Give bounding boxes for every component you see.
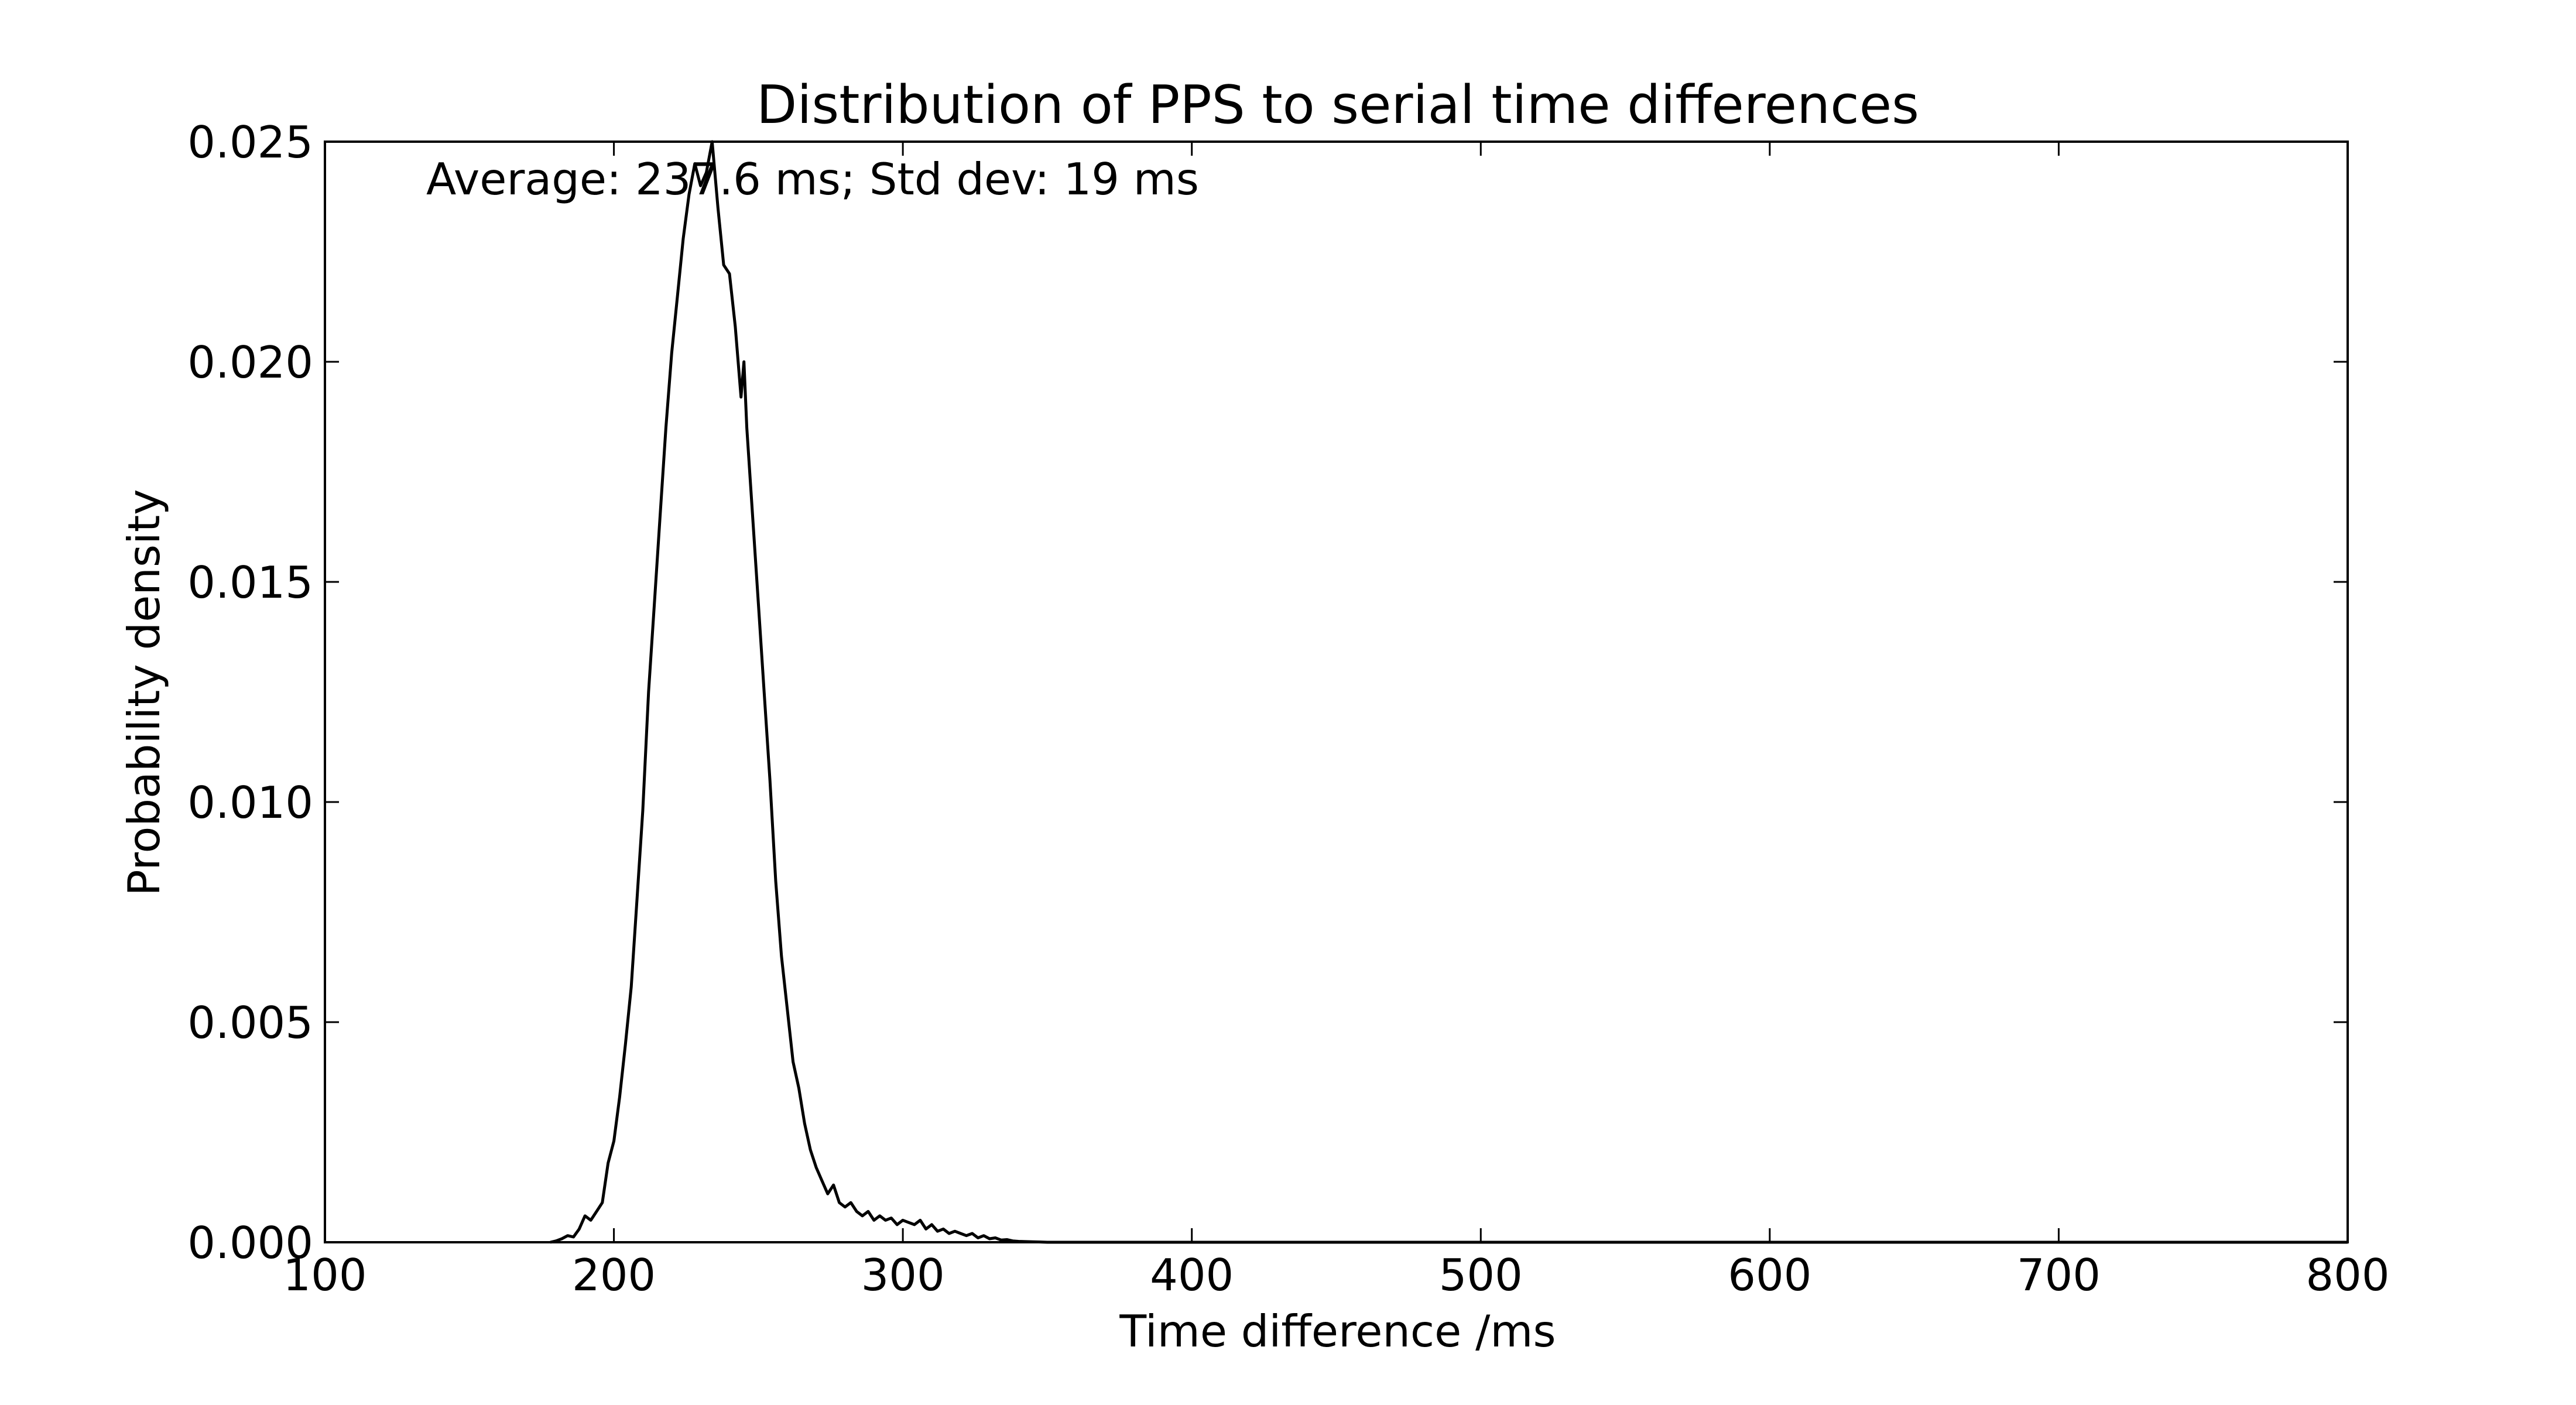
x-tick-label: 500: [1439, 1249, 1523, 1301]
plot-frame: [324, 140, 2349, 1243]
y-tick-label: 0.000: [187, 1217, 313, 1269]
x-tick-label: 700: [2017, 1249, 2101, 1301]
density-curve: [550, 140, 2348, 1244]
plot-area: [550, 140, 2348, 1244]
x-tick-label: 300: [861, 1249, 945, 1301]
y-tick-label: 0.005: [187, 997, 313, 1048]
y-tick-label: 0.010: [187, 777, 313, 828]
stats-annotation: Average: 237.6 ms; Std dev: 19 ms: [426, 153, 1199, 205]
x-tick-label: 600: [1728, 1249, 1811, 1301]
y-tick-label: 0.020: [187, 337, 313, 388]
x-tick-label: 400: [1150, 1249, 1234, 1301]
y-tick-label: 0.015: [187, 557, 313, 608]
x-tick-label: 800: [2306, 1249, 2389, 1301]
x-tick-label: 100: [283, 1249, 366, 1301]
chart-title: Distribution of PPS to serial time diffe…: [756, 74, 1919, 136]
y-axis-label: Probability density: [118, 489, 170, 896]
x-axis-label: Time difference /ms: [1119, 1305, 1556, 1357]
axis-ticks: 100 200 300 400 500 600 700 800 0.000 0.005 0.010 0…: [187, 116, 2389, 1301]
x-tick-label: 200: [572, 1249, 656, 1301]
y-tick-label: 0.025: [187, 116, 313, 168]
